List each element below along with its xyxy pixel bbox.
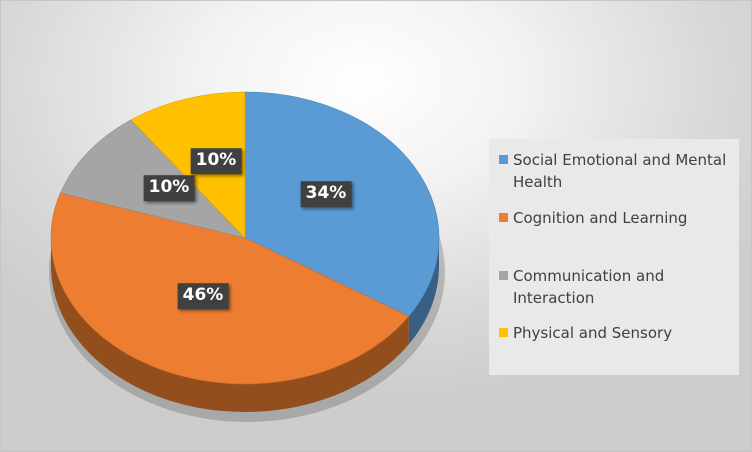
- legend-item-physical: Physical and Sensory: [499, 322, 731, 344]
- legend-item-communication: Communication and Interaction: [499, 265, 731, 309]
- pie-side-1: [51, 238, 409, 412]
- legend-swatch: [499, 328, 508, 337]
- legend-item-social-emotional: Social Emotional and Mental Health: [499, 149, 731, 193]
- legend-label: Social Emotional and Mental Health: [513, 151, 727, 191]
- legend-label: Cognition and Learning: [513, 209, 688, 227]
- legend: Social Emotional and Mental Health Cogni…: [489, 139, 739, 375]
- data-label-cognition: 46%: [177, 283, 229, 309]
- legend-item-cognition: Cognition and Learning: [499, 207, 731, 229]
- legend-swatch: [499, 213, 508, 222]
- pie-side-0: [408, 238, 439, 345]
- data-label-communication: 10%: [143, 175, 195, 201]
- legend-label: Communication and Interaction: [513, 267, 665, 307]
- data-label-social-emotional: 34%: [300, 181, 352, 207]
- pie-slice-1: [50, 192, 410, 385]
- legend-swatch: [499, 155, 508, 164]
- data-label-physical: 10%: [190, 148, 242, 174]
- legend-swatch: [499, 271, 508, 280]
- pie-slice-3: [130, 91, 246, 239]
- legend-label: Physical and Sensory: [513, 324, 673, 342]
